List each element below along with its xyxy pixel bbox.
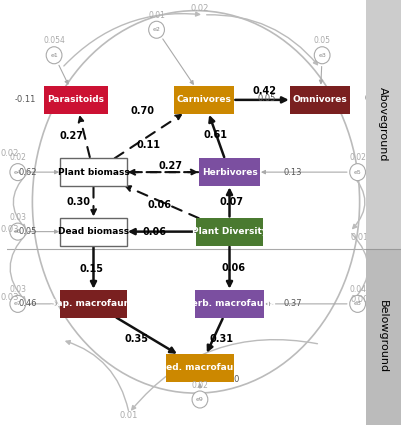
FancyBboxPatch shape <box>290 86 350 114</box>
FancyBboxPatch shape <box>61 158 127 186</box>
Text: 0.07: 0.07 <box>219 197 243 207</box>
Text: Herbivores: Herbivores <box>202 167 257 177</box>
Text: 0.05: 0.05 <box>258 94 276 103</box>
Text: 0.62: 0.62 <box>18 168 36 178</box>
FancyBboxPatch shape <box>196 218 263 246</box>
Text: 0.42: 0.42 <box>253 85 277 96</box>
Text: Plant biomass: Plant biomass <box>58 167 130 177</box>
FancyBboxPatch shape <box>174 86 234 114</box>
Text: 0.70: 0.70 <box>131 105 155 116</box>
FancyBboxPatch shape <box>166 354 234 382</box>
Text: 0.13: 0.13 <box>284 168 302 178</box>
Circle shape <box>350 164 366 181</box>
Text: Belowground: Belowground <box>378 300 388 374</box>
Text: 0.04: 0.04 <box>349 285 366 294</box>
Text: e6: e6 <box>14 229 22 234</box>
Text: 0.06: 0.06 <box>148 200 172 210</box>
Text: Carnivores: Carnivores <box>176 95 231 105</box>
Text: e8: e8 <box>354 301 362 306</box>
Text: 0.15: 0.15 <box>79 264 103 274</box>
Circle shape <box>10 295 26 312</box>
Text: 0.61: 0.61 <box>204 130 228 140</box>
Text: Plant Diversity: Plant Diversity <box>192 227 267 236</box>
Text: 0.27: 0.27 <box>158 161 182 171</box>
Text: 0.06: 0.06 <box>143 227 166 237</box>
Circle shape <box>350 295 366 312</box>
Text: 0.46: 0.46 <box>18 299 36 309</box>
Text: Sap. macrofauna: Sap. macrofauna <box>51 299 137 309</box>
Text: e4: e4 <box>14 170 22 175</box>
Text: 0.37: 0.37 <box>284 299 302 309</box>
Text: 0.31: 0.31 <box>210 334 234 344</box>
Circle shape <box>10 164 26 181</box>
Text: 0.054: 0.054 <box>43 36 65 45</box>
Text: e9: e9 <box>196 397 204 402</box>
FancyBboxPatch shape <box>195 290 263 318</box>
Text: e5: e5 <box>354 170 362 175</box>
Bar <box>366 0 401 249</box>
Text: 0.02: 0.02 <box>349 153 366 162</box>
FancyBboxPatch shape <box>61 290 127 318</box>
Text: Aboveground: Aboveground <box>378 87 388 162</box>
Text: 0.29: 0.29 <box>364 94 383 103</box>
Text: e7: e7 <box>14 301 22 306</box>
Text: Parasitoids: Parasitoids <box>47 95 104 105</box>
Text: 0.02: 0.02 <box>1 148 19 158</box>
Text: Dead biomass: Dead biomass <box>58 227 129 236</box>
Circle shape <box>10 223 26 240</box>
FancyBboxPatch shape <box>61 218 127 246</box>
Text: e1: e1 <box>50 53 58 58</box>
Text: 0.03: 0.03 <box>1 225 19 234</box>
Text: 0.01: 0.01 <box>148 11 165 20</box>
Text: 0.35: 0.35 <box>125 334 149 344</box>
Text: 0.03: 0.03 <box>9 285 26 294</box>
Text: e2: e2 <box>153 27 160 32</box>
Text: 0.06: 0.06 <box>221 263 245 273</box>
Text: Herb. macrofauna: Herb. macrofauna <box>184 299 275 309</box>
FancyBboxPatch shape <box>199 158 260 186</box>
Text: e3: e3 <box>318 53 326 58</box>
Text: 0.01: 0.01 <box>350 233 369 243</box>
Text: 0.05: 0.05 <box>18 227 36 236</box>
Text: 0.02: 0.02 <box>191 4 209 13</box>
FancyBboxPatch shape <box>44 86 108 114</box>
Text: 0.27: 0.27 <box>60 131 84 141</box>
Text: Pred. macrofauna: Pred. macrofauna <box>154 363 245 372</box>
Text: 0.03: 0.03 <box>1 293 19 302</box>
Text: 0.01: 0.01 <box>120 411 138 420</box>
Text: 0.00: 0.00 <box>350 295 369 304</box>
Text: Omnivores: Omnivores <box>293 95 348 105</box>
Text: -0.11: -0.11 <box>14 95 36 105</box>
Circle shape <box>314 47 330 64</box>
Circle shape <box>192 391 208 408</box>
Text: 0.03: 0.03 <box>9 212 26 222</box>
Text: 0.05: 0.05 <box>314 36 331 45</box>
Text: 0.30: 0.30 <box>67 197 91 207</box>
Text: 0.11: 0.11 <box>137 139 161 150</box>
Bar <box>366 249 401 425</box>
Text: 0.02: 0.02 <box>192 380 209 390</box>
Text: 0.20: 0.20 <box>221 374 240 384</box>
Circle shape <box>46 47 62 64</box>
Text: 0.02: 0.02 <box>9 153 26 162</box>
Circle shape <box>149 21 164 38</box>
